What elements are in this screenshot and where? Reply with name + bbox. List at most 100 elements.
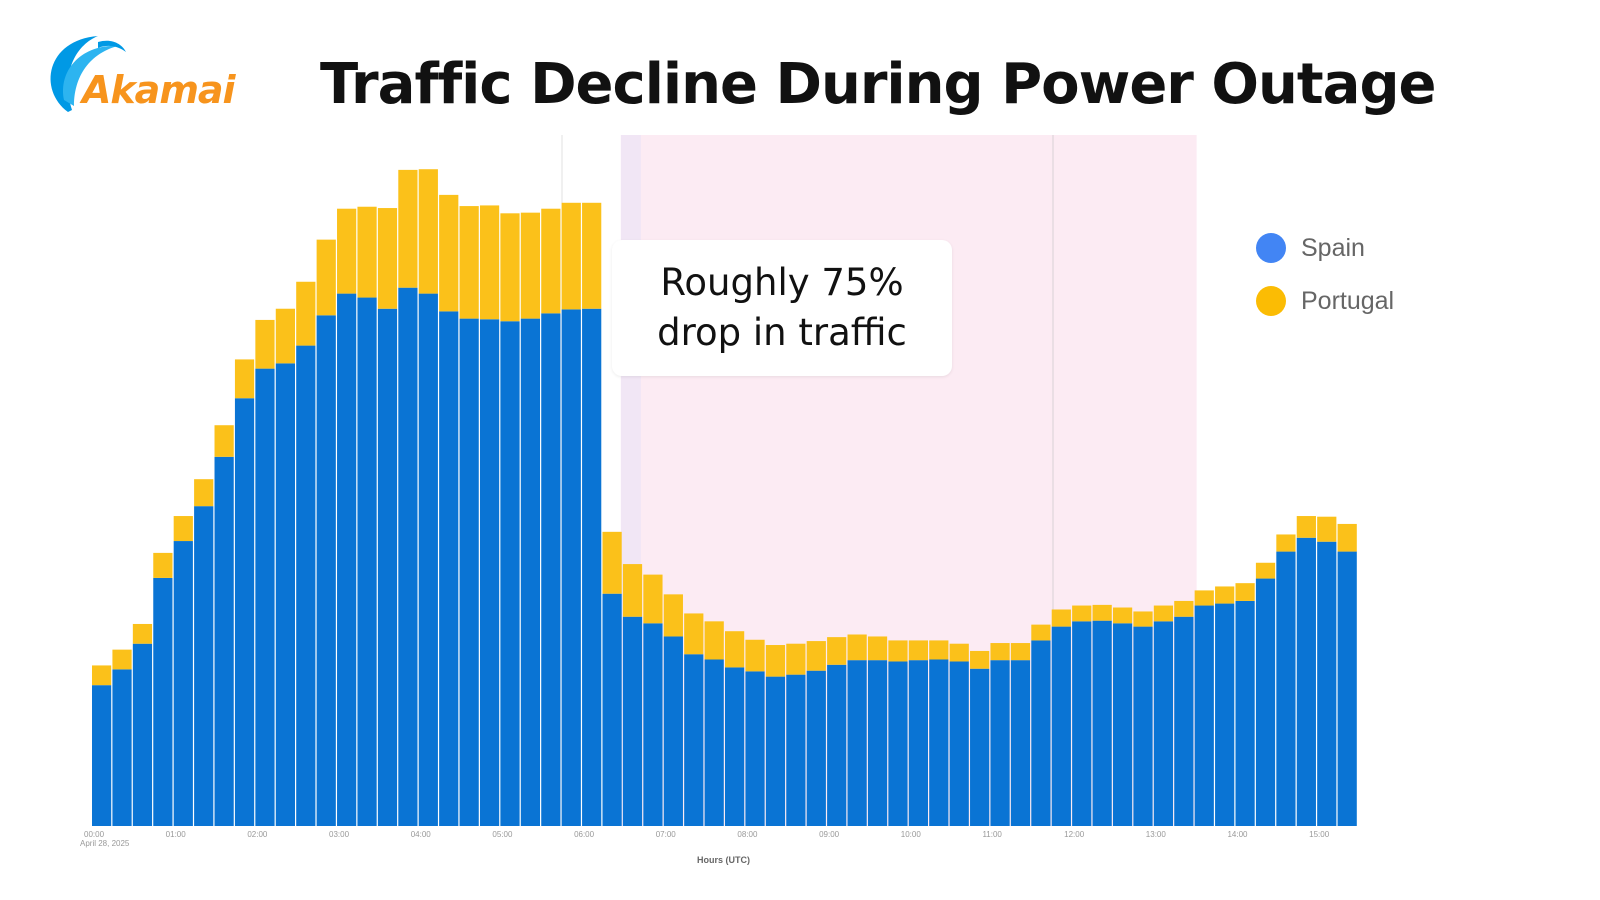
bar-portugal-12 — [337, 208, 357, 294]
bar-portugal-28 — [663, 594, 683, 637]
bar-portugal-45 — [1010, 643, 1031, 661]
bar-portugal-39 — [888, 640, 908, 662]
bar-portugal-10 — [296, 281, 316, 346]
bar-spain-44 — [990, 660, 1010, 826]
bar-portugal-19 — [479, 205, 500, 320]
x-tick-label: 04:00 — [410, 830, 431, 839]
bar-portugal-26 — [622, 564, 643, 617]
bar-portugal-14 — [377, 208, 398, 309]
bar-spain-52 — [1153, 621, 1174, 826]
bar-spain-19 — [479, 319, 500, 826]
bar-spain-48 — [1072, 621, 1092, 826]
legend-label-portugal: Portugal — [1301, 286, 1395, 315]
bar-spain-7 — [234, 398, 255, 826]
bar-spain-0 — [92, 685, 112, 826]
bar-spain-54 — [1194, 605, 1214, 826]
legend-dot-portugal — [1256, 286, 1286, 316]
bar-spain-21 — [520, 318, 541, 826]
bar-portugal-49 — [1092, 604, 1112, 621]
bar-portugal-56 — [1235, 583, 1255, 601]
bar-spain-35 — [806, 670, 826, 826]
annotation-line2: drop in traffic — [657, 311, 907, 354]
bar-spain-31 — [725, 667, 745, 826]
legend-label-spain: Spain — [1301, 233, 1365, 262]
bar-spain-10 — [296, 345, 316, 826]
bar-portugal-47 — [1051, 609, 1071, 627]
bar-portugal-36 — [827, 637, 847, 665]
bar-spain-53 — [1174, 616, 1194, 826]
bar-portugal-23 — [561, 202, 581, 310]
bar-spain-42 — [949, 661, 969, 826]
bar-portugal-16 — [418, 169, 438, 294]
bar-portugal-30 — [704, 621, 724, 660]
bar-portugal-21 — [520, 212, 541, 319]
bar-portugal-51 — [1133, 611, 1153, 627]
bar-spain-2 — [132, 643, 153, 826]
x-tick-label: 13:00 — [1145, 830, 1166, 839]
bar-spain-30 — [704, 659, 724, 826]
annotation-line1: Roughly 75% — [660, 261, 904, 304]
bar-spain-8 — [255, 368, 275, 826]
bar-portugal-13 — [357, 206, 377, 298]
bar-portugal-40 — [908, 640, 928, 661]
bar-spain-59 — [1296, 537, 1316, 826]
bar-portugal-9 — [275, 308, 295, 364]
x-tick-label: 11:00 — [982, 830, 1002, 839]
bar-spain-13 — [357, 297, 377, 826]
bar-spain-4 — [173, 541, 193, 826]
bar-portugal-57 — [1255, 562, 1276, 579]
bar-portugal-43 — [970, 650, 990, 669]
x-tick-label: 14:00 — [1227, 830, 1248, 839]
bar-portugal-50 — [1112, 607, 1133, 624]
bar-portugal-24 — [582, 202, 602, 309]
bar-spain-27 — [643, 623, 663, 826]
bar-spain-57 — [1255, 578, 1276, 826]
bar-portugal-11 — [316, 239, 336, 316]
bar-portugal-1 — [112, 649, 132, 670]
bar-portugal-55 — [1215, 586, 1235, 604]
x-tick-label: 10:00 — [900, 830, 921, 839]
bar-spain-60 — [1317, 541, 1337, 826]
bar-spain-6 — [214, 456, 234, 826]
bar-portugal-35 — [806, 641, 826, 671]
bar-portugal-3 — [153, 552, 173, 578]
x-axis-label: Hours (UTC) — [697, 855, 750, 865]
bar-spain-28 — [663, 636, 683, 826]
bar-spain-14 — [377, 308, 398, 826]
bar-portugal-42 — [949, 643, 969, 662]
legend-dot-spain — [1256, 233, 1286, 263]
annotation-box: Roughly 75% drop in traffic — [612, 240, 952, 376]
bar-spain-37 — [847, 660, 867, 826]
bar-portugal-29 — [684, 613, 704, 655]
bar-portugal-17 — [439, 194, 459, 312]
bar-spain-58 — [1276, 551, 1296, 826]
bar-spain-40 — [908, 660, 928, 826]
bar-portugal-33 — [765, 645, 786, 677]
bar-spain-39 — [888, 661, 908, 826]
bar-portugal-59 — [1296, 516, 1316, 538]
bar-spain-43 — [970, 668, 990, 826]
x-tick-label: 08:00 — [737, 830, 758, 839]
bar-portugal-46 — [1031, 624, 1051, 641]
x-tick-label: 06:00 — [574, 830, 595, 839]
bar-spain-17 — [439, 311, 459, 827]
bar-spain-23 — [561, 309, 581, 826]
bar-spain-16 — [418, 293, 438, 826]
bar-spain-1 — [112, 669, 132, 826]
bar-spain-25 — [602, 593, 622, 826]
bar-portugal-37 — [847, 634, 867, 661]
bar-portugal-20 — [500, 213, 520, 322]
bar-spain-55 — [1215, 603, 1235, 826]
akamai-logo — [38, 30, 258, 120]
x-tick-label: 00:00 — [84, 830, 105, 839]
bar-portugal-4 — [173, 516, 193, 542]
bar-spain-41 — [929, 659, 949, 826]
bar-spain-20 — [500, 321, 520, 826]
bar-portugal-18 — [459, 206, 479, 319]
bar-portugal-53 — [1174, 600, 1194, 617]
x-tick-label: 15:00 — [1309, 830, 1330, 839]
bar-portugal-58 — [1276, 534, 1296, 552]
x-tick-label: 12:00 — [1064, 830, 1085, 839]
bar-spain-49 — [1092, 620, 1112, 826]
